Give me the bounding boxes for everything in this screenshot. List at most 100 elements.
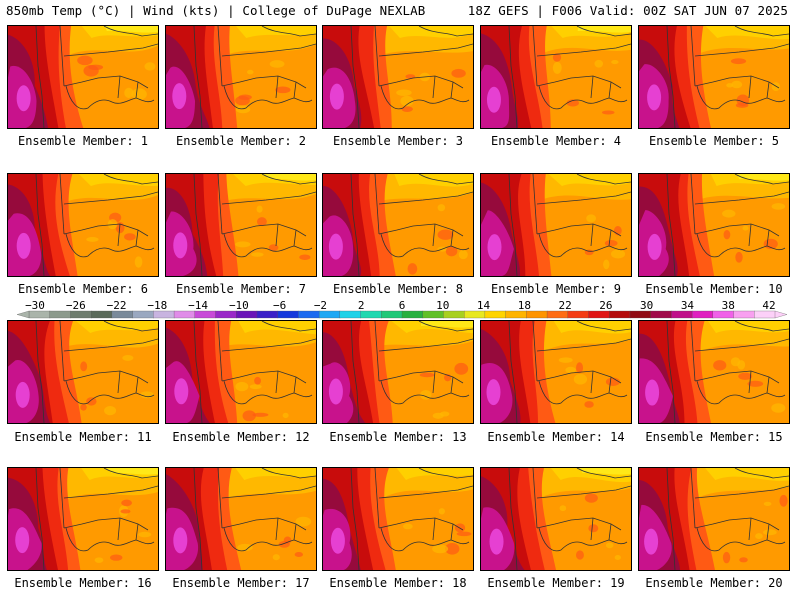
- colorbar-right-arrow: [774, 310, 787, 319]
- temperature-map-icon: [8, 321, 158, 423]
- ensemble-member-map: [165, 25, 317, 129]
- ensemble-member-label: Ensemble Member: 2: [175, 134, 307, 148]
- colorbar-swatch: [650, 310, 672, 319]
- colorbar-tick-label: 2: [358, 301, 365, 312]
- ensemble-member-label: Ensemble Member: 9: [490, 282, 622, 296]
- colorbar-tick-label: −10: [229, 301, 249, 312]
- temperature-map-icon: [639, 26, 789, 128]
- ensemble-member-label: Ensemble Member: 6: [17, 282, 149, 296]
- ensemble-member-label: Ensemble Member: 12: [172, 430, 310, 444]
- ensemble-member-map: [638, 467, 790, 571]
- colorbar-swatch: [526, 310, 548, 319]
- ensemble-member-label: Ensemble Member: 14: [487, 430, 625, 444]
- colorbar-swatch: [567, 310, 589, 319]
- temperature-map-icon: [8, 174, 158, 276]
- colorbar-swatch: [215, 310, 237, 319]
- colorbar-swatch: [546, 310, 569, 319]
- colorbar-swatch: [256, 310, 279, 319]
- temperature-map-icon: [166, 174, 316, 276]
- colorbar-tick-label: 38: [722, 301, 735, 312]
- ensemble-member-label: Ensemble Member: 5: [648, 134, 780, 148]
- colorbar-swatch: [754, 310, 776, 319]
- temperature-map-icon: [639, 321, 789, 423]
- colorbar-swatch: [733, 310, 755, 319]
- temperature-map-icon: [323, 174, 473, 276]
- colorbar-swatch: [609, 310, 631, 319]
- ensemble-member-map: [7, 173, 159, 277]
- ensemble-member-map: [165, 173, 317, 277]
- temperature-map-icon: [481, 468, 631, 570]
- colorbar-swatch: [28, 310, 51, 319]
- colorbar-swatch: [318, 310, 341, 319]
- colorbar-swatch: [194, 310, 216, 319]
- colorbar-tick-label: −18: [147, 301, 167, 312]
- colorbar-tick-label: −2: [314, 301, 327, 312]
- ensemble-member-map: [480, 320, 632, 424]
- colorbar-swatch: [712, 310, 735, 319]
- colorbar-left-arrow: [17, 310, 30, 319]
- ensemble-member-map: [322, 173, 474, 277]
- colorbar-tick-label: 6: [399, 301, 406, 312]
- ensemble-member-label: Ensemble Member: 7: [175, 282, 307, 296]
- ensemble-member-label: Ensemble Member: 20: [645, 576, 783, 590]
- ensemble-member-label: Ensemble Member: 4: [490, 134, 622, 148]
- colorbar-tick-label: 10: [436, 301, 449, 312]
- colorbar-tick-label: 22: [558, 301, 571, 312]
- colorbar-swatch: [111, 310, 134, 319]
- ensemble-member-label: Ensemble Member: 3: [332, 134, 464, 148]
- temperature-map-icon: [166, 26, 316, 128]
- colorbar-swatch: [132, 310, 154, 319]
- colorbar-swatch: [588, 310, 610, 319]
- colorbar-swatch: [422, 310, 444, 319]
- ensemble-member-map: [480, 173, 632, 277]
- ensemble-member-label: Ensemble Member: 11: [14, 430, 152, 444]
- temperature-map-icon: [639, 468, 789, 570]
- temperature-map-icon: [323, 26, 473, 128]
- chart-title: 850mb Temp (°C) | Wind (kts) | College o…: [6, 3, 426, 18]
- ensemble-member-label: Ensemble Member: 16: [14, 576, 152, 590]
- ensemble-member-map: [480, 467, 632, 571]
- ensemble-member-label: Ensemble Member: 1: [17, 134, 149, 148]
- ensemble-member-label: Ensemble Member: 15: [645, 430, 783, 444]
- colorbar-swatch: [153, 310, 175, 319]
- temperature-map-icon: [166, 468, 316, 570]
- ensemble-member-map: [638, 173, 790, 277]
- colorbar-swatch: [691, 310, 714, 319]
- temperature-map-icon: [8, 468, 158, 570]
- colorbar-tick-label: 42: [762, 301, 775, 312]
- colorbar-swatch: [381, 310, 403, 319]
- colorbar-swatch: [505, 310, 527, 319]
- ensemble-member-map: [638, 25, 790, 129]
- temperature-map-icon: [8, 26, 158, 128]
- colorbar-tick-label: −22: [107, 301, 127, 312]
- colorbar-swatch: [49, 310, 71, 319]
- colorbar-tick-label: 30: [640, 301, 653, 312]
- ensemble-member-map: [638, 320, 790, 424]
- temperature-map-icon: [639, 174, 789, 276]
- colorbar-swatch: [236, 310, 258, 319]
- ensemble-member-map: [322, 467, 474, 571]
- colorbar-tick-label: 14: [477, 301, 491, 312]
- colorbar-tick-label: 34: [681, 301, 695, 312]
- colorbar-swatch: [173, 310, 196, 319]
- colorbar-tick-label: −6: [273, 301, 286, 312]
- ensemble-member-map: [7, 320, 159, 424]
- colorbar-tick-label: −26: [66, 301, 86, 312]
- ensemble-member-map: [480, 25, 632, 129]
- colorbar-tick-label: −14: [188, 301, 208, 312]
- colorbar-tick-label: −30: [25, 301, 45, 312]
- temperature-map-icon: [323, 321, 473, 423]
- colorbar-swatch: [360, 310, 382, 319]
- ensemble-member-label: Ensemble Member: 13: [329, 430, 467, 444]
- ensemble-member-label: Ensemble Member: 8: [332, 282, 464, 296]
- ensemble-member-map: [7, 25, 159, 129]
- ensemble-member-map: [165, 320, 317, 424]
- temperature-map-icon: [166, 321, 316, 423]
- colorbar-swatch: [277, 310, 299, 319]
- ensemble-member-map: [322, 320, 474, 424]
- colorbar-tick-label: 18: [518, 301, 531, 312]
- colorbar-swatch: [401, 310, 424, 319]
- ensemble-member-label: Ensemble Member: 18: [329, 576, 467, 590]
- temperature-map-icon: [481, 26, 631, 128]
